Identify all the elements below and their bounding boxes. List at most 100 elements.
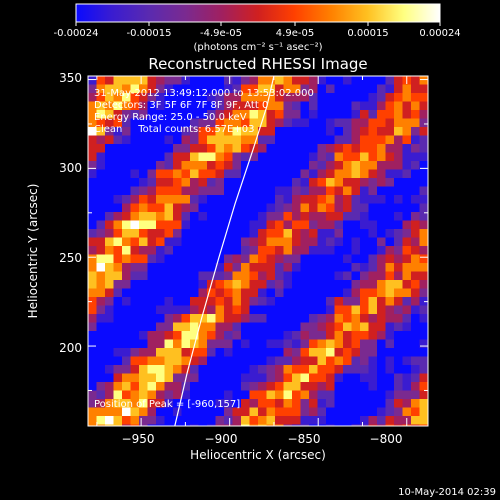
heatmap-cell — [241, 101, 250, 111]
heatmap-cell — [198, 229, 208, 238]
heatmap-cell — [283, 237, 293, 247]
heatmap-cell — [419, 203, 428, 213]
heatmap-cell — [334, 297, 344, 306]
heatmap-cell — [402, 263, 412, 272]
heatmap-cell — [105, 178, 114, 187]
heatmap-cell — [334, 144, 344, 153]
heatmap-cell — [326, 322, 335, 332]
heatmap-cell — [130, 416, 140, 425]
heatmap-cell — [249, 169, 259, 179]
heatmap-cell — [96, 254, 106, 264]
heatmap-cell — [402, 373, 412, 383]
heatmap-cell — [351, 229, 361, 238]
heatmap-cell — [207, 93, 216, 102]
heatmap-cell — [394, 356, 403, 366]
heatmap-cell — [317, 356, 327, 366]
heatmap-cell — [232, 280, 242, 289]
heatmap-cell — [377, 288, 386, 298]
heatmap-cell — [275, 407, 284, 417]
heatmap-cell — [419, 178, 428, 187]
heatmap-cell — [215, 229, 225, 238]
heatmap-cell — [266, 144, 276, 153]
heatmap-cell — [147, 373, 157, 383]
heatmap-cell — [122, 144, 131, 153]
heatmap-cell — [88, 161, 97, 170]
heatmap-cell — [292, 263, 301, 272]
heatmap-cell — [88, 322, 97, 332]
heatmap-cell — [326, 135, 335, 145]
heatmap-cell — [249, 271, 259, 281]
heatmap-cell — [402, 195, 412, 204]
heatmap-cell — [283, 356, 293, 366]
heatmap-cell — [88, 84, 97, 94]
heatmap-cell — [385, 348, 395, 357]
heatmap-cell — [96, 331, 106, 340]
heatmap-cell — [147, 186, 157, 196]
x-tick-label: −850 — [288, 432, 321, 446]
heatmap-cell — [215, 178, 225, 187]
heatmap-cell — [113, 263, 123, 272]
heatmap-cell — [309, 212, 318, 221]
heatmap-cell — [156, 246, 165, 255]
heatmap-cell — [377, 186, 386, 196]
heatmap-cell — [181, 135, 191, 145]
heatmap-cell — [343, 382, 352, 391]
heatmap-cell — [419, 169, 428, 179]
heatmap-cell — [113, 135, 123, 145]
heatmap-cell — [334, 84, 344, 94]
heatmap-cell — [88, 110, 97, 119]
heatmap-cell — [198, 254, 208, 264]
heatmap-cell — [190, 118, 199, 128]
heatmap-cell — [351, 152, 361, 162]
heatmap-cell — [207, 407, 216, 417]
heatmap-cell — [190, 271, 199, 281]
heatmap-cell — [122, 110, 131, 119]
heatmap-cell — [113, 76, 123, 85]
heatmap-cell — [317, 169, 327, 179]
heatmap-cell — [343, 229, 352, 238]
heatmap-cell — [360, 101, 369, 111]
heatmap-cell — [300, 373, 310, 383]
heatmap-cell — [156, 280, 165, 289]
heatmap-cell — [326, 356, 335, 366]
heatmap-cell — [105, 399, 114, 408]
heatmap-cell — [207, 424, 216, 426]
heatmap-cell — [181, 322, 191, 332]
heatmap-cell — [258, 271, 267, 281]
heatmap-cell — [343, 93, 352, 102]
heatmap-cell — [207, 195, 216, 204]
heatmap-cell — [309, 84, 318, 94]
heatmap-cell — [88, 212, 97, 221]
heatmap-cell — [181, 407, 191, 417]
heatmap-cell — [173, 246, 182, 255]
heatmap-cell — [241, 399, 250, 408]
heatmap-cell — [241, 305, 250, 315]
heatmap-cell — [283, 93, 293, 102]
heatmap-cell — [419, 144, 428, 153]
colorbar-unit-label: (photons cm⁻² s⁻¹ asec⁻²) — [193, 42, 322, 53]
heatmap-cell — [300, 390, 310, 400]
heatmap-cell — [317, 101, 327, 111]
heatmap-cell — [309, 424, 318, 426]
heatmap-cell — [292, 322, 301, 332]
heatmap-cell — [266, 118, 276, 128]
heatmap-cell — [224, 407, 233, 417]
heatmap-cell — [351, 161, 361, 170]
heatmap-cell — [96, 212, 106, 221]
heatmap-cell — [130, 195, 140, 204]
heatmap-cell — [300, 331, 310, 340]
heatmap-cell — [173, 297, 182, 306]
heatmap-cell — [105, 144, 114, 153]
heatmap-cell — [96, 356, 106, 366]
heatmap-cell — [326, 263, 335, 272]
heatmap-cell — [96, 246, 106, 255]
heatmap-cell — [147, 101, 157, 111]
heatmap-cell — [207, 271, 216, 281]
heatmap-cell — [96, 348, 106, 357]
heatmap-cell — [156, 373, 165, 383]
heatmap-cell — [173, 399, 182, 408]
heatmap-cell — [215, 407, 225, 417]
heatmap-cell — [283, 84, 293, 94]
heatmap-cell — [241, 297, 250, 306]
heatmap-cell — [258, 373, 267, 383]
